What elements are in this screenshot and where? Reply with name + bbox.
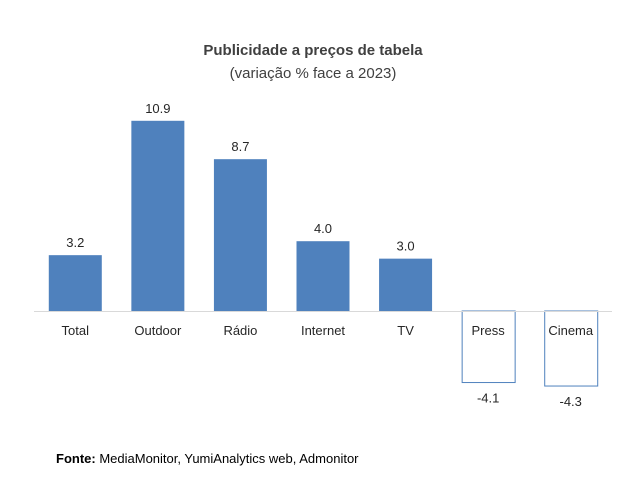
category-label-outdoor: Outdoor <box>134 323 182 338</box>
source-text: MediaMonitor, YumiAnalytics web, Admonit… <box>99 451 359 466</box>
bar-internet <box>296 241 350 311</box>
chart-subtitle: (variação % face a 2023) <box>230 65 397 82</box>
source-label: Fonte: <box>56 451 96 466</box>
value-label-total: 3.2 <box>66 235 84 250</box>
bar-outdoor <box>131 120 185 311</box>
category-label-total: Total <box>62 323 90 338</box>
category-label-radio: Rádio <box>223 323 257 338</box>
bar-tv <box>379 258 433 311</box>
chart-title: Publicidade a preços de tabela <box>203 42 423 59</box>
bars-group: 3.2 Total 10.9 Outdoor 8.7 Rádio 4.0 Internet 3.… <box>48 101 599 409</box>
value-label-radio: 8.7 <box>231 139 249 154</box>
category-label-tv: TV <box>397 323 414 338</box>
category-label-press: Press <box>472 323 506 338</box>
source-note: Fonte: MediaMonitor, YumiAnalytics web, … <box>56 451 359 466</box>
value-label-internet: 4.0 <box>314 221 332 236</box>
bar-radio <box>213 159 267 311</box>
value-label-press: -4.1 <box>477 391 499 406</box>
bar-chart: Publicidade a preços de tabela (variação… <box>34 42 612 409</box>
bar-total <box>48 255 102 311</box>
category-label-internet: Internet <box>301 323 345 338</box>
value-label-cinema: -4.3 <box>560 394 582 409</box>
value-label-outdoor: 10.9 <box>145 101 170 116</box>
value-label-tv: 3.0 <box>397 239 415 254</box>
category-label-cinema: Cinema <box>548 323 594 338</box>
bar-cinema <box>544 310 599 387</box>
bar-press <box>461 310 516 384</box>
